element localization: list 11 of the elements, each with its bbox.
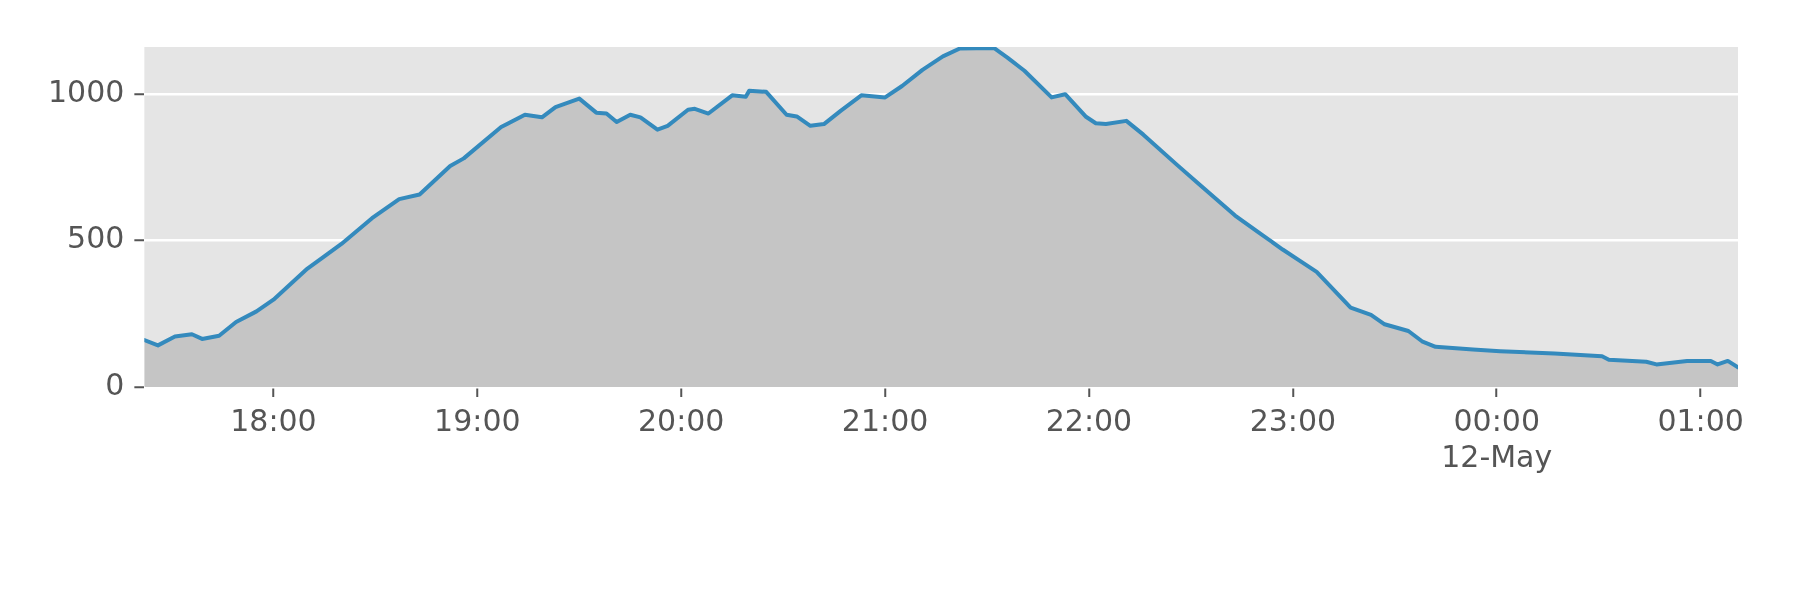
x-tick-label: 00:00 12-May [1441,402,1553,474]
x-tick-label: 21:00 [841,402,929,438]
y-tick-label: 1000 [47,73,125,109]
x-tick-label: 01:00 [1657,402,1744,438]
x-tick-label: 22:00 [1045,402,1133,438]
y-tick-label: 500 [67,220,125,256]
x-tick-label: 19:00 [434,402,521,438]
y-tick-label: 0 [105,366,125,402]
x-tick-label: 18:00 [230,402,317,438]
x-tick-label: 20:00 [637,402,725,438]
x-tick-label: 23:00 [1249,402,1337,438]
